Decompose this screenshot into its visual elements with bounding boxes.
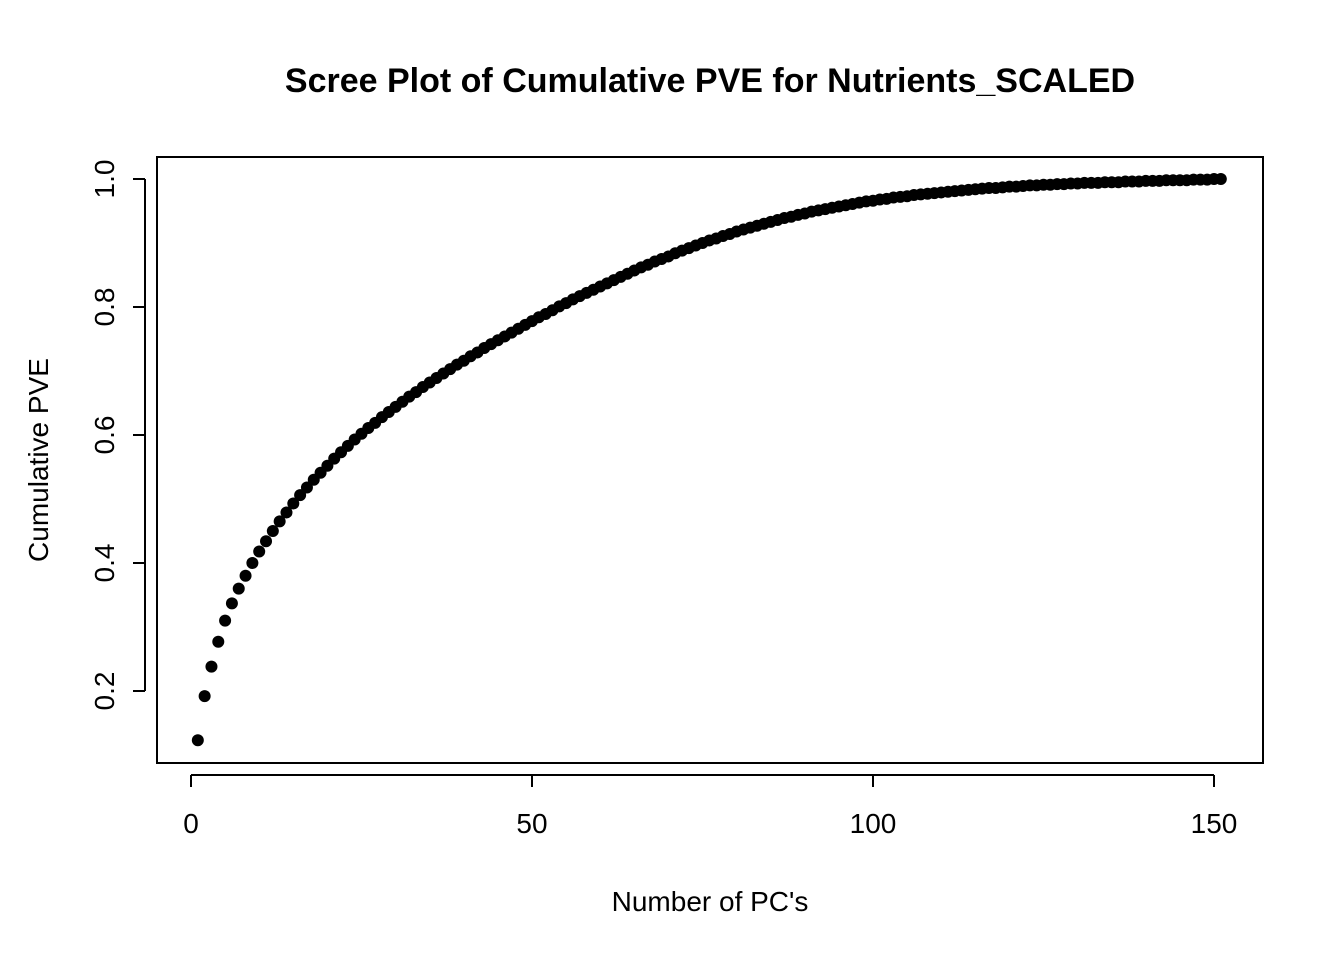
x-tick-label: 150 (1191, 808, 1238, 839)
x-tick-label: 50 (516, 808, 547, 839)
data-point (232, 582, 245, 595)
data-point (260, 535, 273, 548)
data-point (287, 497, 300, 510)
chart-title: Scree Plot of Cumulative PVE for Nutrien… (285, 62, 1135, 100)
y-tick-label: 0.4 (89, 544, 120, 583)
x-tick-label: 0 (183, 808, 199, 839)
y-tick-label: 0.8 (89, 288, 120, 327)
y-tick-label: 0.2 (89, 672, 120, 711)
plot-frame (156, 156, 1264, 764)
data-point (219, 614, 232, 627)
y-axis-label: Cumulative PVE (23, 358, 54, 562)
x-tick-label: 100 (850, 808, 897, 839)
data-point (198, 690, 211, 703)
data-point (280, 506, 293, 519)
data-point (1214, 173, 1227, 185)
y-axis: 0.2 0.4 0.6 0.8 1.0 (89, 160, 146, 711)
data-point (294, 489, 307, 502)
data-point (253, 545, 266, 558)
y-tick-label: 0.6 (89, 416, 120, 455)
data-point (266, 525, 279, 537)
x-axis: 0 50 100 150 (183, 774, 1238, 839)
y-tick-label: 1.0 (89, 160, 120, 199)
data-point (239, 569, 252, 582)
data-point (225, 597, 238, 610)
data-point (273, 515, 286, 528)
data-point (300, 481, 313, 494)
data-points (191, 173, 1227, 747)
data-point (212, 635, 225, 648)
x-axis-label: Number of PC's (612, 886, 809, 917)
data-point (246, 557, 259, 569)
data-point (191, 734, 204, 747)
data-point (205, 660, 218, 673)
